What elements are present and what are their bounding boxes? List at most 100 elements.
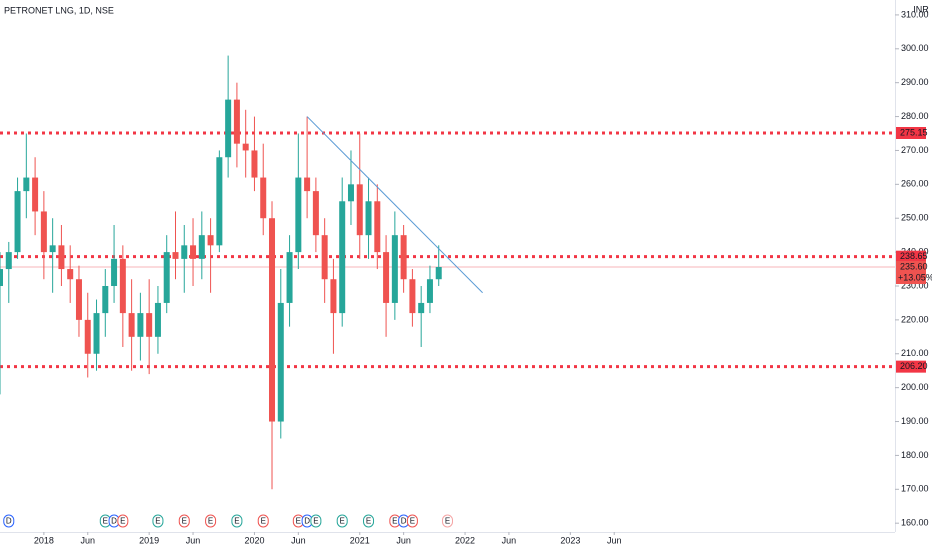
event-marker: [310, 514, 322, 528]
event-label: E: [392, 517, 397, 526]
y-tick-label: 300.00: [901, 43, 929, 53]
candle-body: [93, 313, 100, 354]
y-tick-label: 210.00: [901, 348, 929, 358]
event-marker: [406, 514, 418, 528]
candle-body: [304, 177, 311, 192]
y-tick-label: 170.00: [901, 484, 929, 494]
level-label: 275.15: [900, 127, 928, 137]
candle-body: [216, 157, 223, 246]
event-label: E: [366, 517, 371, 526]
candle-body: [23, 177, 30, 192]
candle-body: [198, 235, 205, 259]
candle-body: [111, 258, 118, 286]
level-label-bg: [896, 360, 926, 373]
event-label: D: [401, 517, 407, 526]
level-label: 238.65: [900, 251, 928, 261]
candle-body: [5, 252, 12, 270]
candle-body: [365, 201, 372, 236]
x-tick-label: 2019: [139, 535, 159, 545]
candle-body: [49, 245, 56, 253]
candle-body: [58, 245, 65, 270]
event-marker: [152, 514, 164, 528]
candle-body: [207, 235, 214, 246]
candle-body: [391, 235, 398, 303]
candle-body: [84, 319, 91, 354]
x-tick-label: Jun: [291, 535, 306, 545]
x-tick-label: 2023: [560, 535, 580, 545]
candle-body: [312, 191, 319, 236]
candle-body: [321, 235, 328, 280]
y-tick-label: 180.00: [901, 450, 929, 460]
candle-body: [383, 252, 390, 303]
candle-body: [14, 191, 21, 253]
candle-body: [119, 258, 126, 314]
event-marker: [363, 514, 375, 528]
x-tick-label: Jun: [502, 535, 517, 545]
candle-body: [225, 99, 232, 158]
event-label: E: [208, 517, 213, 526]
y-tick-label: 250.00: [901, 213, 929, 223]
last-price-label: 235.60: [900, 261, 928, 271]
x-tick-label: Jun: [396, 535, 411, 545]
candle-body: [146, 313, 153, 337]
candle-body: [190, 245, 197, 259]
candle-body: [426, 279, 433, 303]
y-tick-label: 230.00: [901, 280, 929, 290]
candle-body: [75, 279, 82, 320]
candle-body: [418, 302, 425, 314]
x-tick-label: 2020: [244, 535, 264, 545]
candle-body: [347, 184, 354, 202]
event-label: E: [340, 517, 345, 526]
y-tick-label: 270.00: [901, 145, 929, 155]
candle-body: [295, 177, 302, 253]
chart-title: PETRONET LNG, 1D, NSE: [4, 5, 114, 15]
y-tick-label: 200.00: [901, 382, 929, 392]
event-marker: [336, 514, 348, 528]
y-tick-label: 220.00: [901, 314, 929, 324]
candle-body: [172, 252, 179, 259]
event-label: E: [103, 517, 108, 526]
x-tick-label: 2021: [350, 535, 370, 545]
x-tick-label: Jun: [80, 535, 95, 545]
event-label: E: [234, 517, 239, 526]
candle-body: [32, 177, 39, 212]
event-marker: [205, 514, 217, 528]
event-marker: [117, 514, 129, 528]
x-tick-label: Jun: [186, 535, 201, 545]
x-tick-label: 2018: [34, 535, 54, 545]
candle-body: [330, 279, 337, 314]
event-marker: [178, 514, 190, 528]
event-label: D: [111, 517, 117, 526]
event-marker: [231, 514, 243, 528]
candle-body: [286, 252, 293, 303]
candle-body: [269, 218, 276, 422]
event-marker: [257, 514, 269, 528]
trendline: [306, 116, 483, 294]
candle-body: [67, 269, 74, 280]
candle-body: [251, 150, 258, 178]
event-label: D: [6, 517, 12, 526]
candle-body: [137, 313, 144, 337]
candle-body: [102, 285, 109, 314]
x-tick-label: 2022: [455, 535, 475, 545]
candle-body: [339, 201, 346, 314]
candle-body: [277, 302, 284, 422]
candle-body: [242, 143, 249, 151]
y-tick-label: 310.00: [901, 9, 929, 19]
candle-body: [233, 99, 240, 144]
event-label: E: [261, 517, 266, 526]
y-tick-label: 160.00: [901, 518, 929, 528]
y-tick-label: 290.00: [901, 77, 929, 87]
y-tick-label: 190.00: [901, 416, 929, 426]
currency: INR: [913, 4, 929, 14]
candle-body: [356, 184, 363, 236]
event-label: E: [410, 517, 415, 526]
candle-body: [154, 302, 161, 337]
event-marker: [3, 514, 15, 528]
candle-body: [0, 269, 3, 286]
event-marker: [442, 514, 453, 528]
y-tick-label: 260.00: [901, 179, 929, 189]
event-label: E: [120, 517, 125, 526]
candle-body: [374, 201, 381, 253]
